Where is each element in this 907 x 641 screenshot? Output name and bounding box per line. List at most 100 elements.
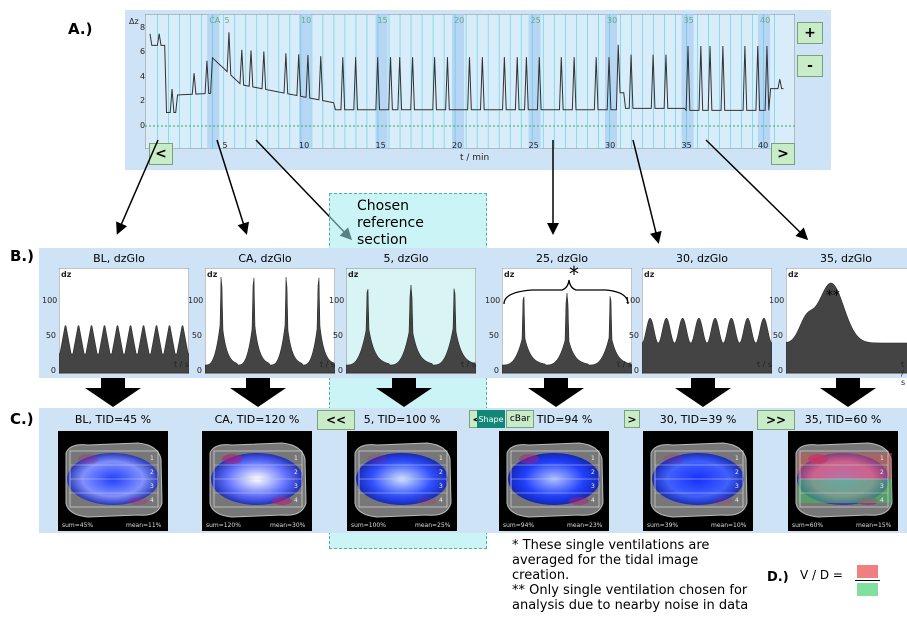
- section-waveform: [59, 325, 189, 374]
- zoom-in-button[interactable]: +: [797, 22, 823, 44]
- tidal-image-title: BL, TID=45 %: [74, 413, 152, 426]
- section-y-tick: 100: [769, 296, 785, 305]
- section-waveform: [642, 317, 772, 374]
- section-y-tick: 50: [191, 331, 202, 340]
- tidal-image[interactable]: 1 2 3 4 sum=100% mean=25%: [347, 431, 457, 531]
- tidal-image-sum: sum=100%: [351, 522, 386, 529]
- section-x-unit: t / s: [320, 360, 336, 369]
- trend-section-number: 20: [454, 16, 465, 25]
- roi-label: 4: [294, 497, 298, 504]
- section-waveform: [786, 282, 907, 374]
- section-dz-label: dz: [504, 270, 515, 279]
- section-plot: [346, 268, 476, 374]
- note-single: ** Only single ventilation chosen for an…: [512, 583, 749, 613]
- tidal-image-sum: sum=120%: [206, 522, 241, 529]
- next-section-button[interactable]: >>: [757, 410, 795, 430]
- section-x-unit: t / s: [174, 360, 190, 369]
- section-y-tick: 50: [628, 331, 639, 340]
- trend-x-tick: 35: [681, 141, 692, 150]
- section-dz-label: dz: [61, 270, 72, 279]
- tidal-image-mean: mean=25%: [415, 522, 451, 529]
- roi-label: 3: [294, 483, 298, 490]
- trend-section-number: 15: [377, 16, 388, 25]
- ventilation-color-swatch: [857, 565, 878, 578]
- section-title: 25, dzGlo: [535, 252, 589, 265]
- tidal-image-sum: sum=39%: [647, 522, 679, 529]
- tidal-image[interactable]: 1 2 3 4 sum=60% mean=15%: [788, 431, 898, 531]
- tidal-image-mean: mean=15%: [856, 522, 892, 529]
- roi-label: 1: [591, 455, 595, 462]
- note-averaged: * These single ventilations are averaged…: [512, 538, 710, 583]
- zoom-out-button[interactable]: -: [797, 55, 823, 77]
- prev-section-button[interactable]: <<: [317, 410, 355, 430]
- down-arrow-shape: [528, 378, 584, 407]
- tidal-image[interactable]: 1 2 3 4 sum=94% mean=23%: [499, 431, 609, 531]
- scroll-right-button[interactable]: >: [771, 143, 795, 165]
- trend-x-tick: 15: [375, 141, 386, 150]
- tidal-image-canvas: [209, 442, 307, 518]
- down-arrow: [528, 378, 584, 407]
- trend-y-tick: 2: [140, 96, 146, 106]
- roi-label: 1: [150, 455, 154, 462]
- tidal-image-canvas: [506, 442, 604, 518]
- averaging-brace: [503, 279, 629, 305]
- roi-label: 4: [150, 497, 154, 504]
- trend-plot: [145, 14, 795, 149]
- roi-label: 3: [150, 483, 154, 490]
- roi-label: 4: [735, 497, 739, 504]
- roi-label: 4: [439, 497, 443, 504]
- section-title: BL, dzGlo: [93, 252, 145, 265]
- shape-button[interactable]: Shape: [477, 410, 505, 428]
- section-x-unit: t / s: [901, 360, 906, 387]
- section-plot: [205, 268, 335, 374]
- tidal-image[interactable]: 1 2 3 4 sum=45% mean=11%: [58, 431, 168, 531]
- section-title: CA, dzGlo: [238, 252, 292, 265]
- roi-label: 1: [880, 455, 884, 462]
- down-arrow: [85, 378, 141, 407]
- section-y-tick: 50: [772, 331, 783, 340]
- down-arrow-shape: [820, 378, 876, 407]
- roi-label: 3: [591, 483, 595, 490]
- down-arrow: [675, 378, 731, 407]
- tidal-image-sum: sum=94%: [503, 522, 535, 529]
- section-title: 5, dzGlo: [383, 252, 429, 265]
- trend-x-tick: 30: [605, 141, 616, 150]
- section-y-tick: 0: [50, 366, 56, 375]
- section-y-tick: 100: [42, 296, 58, 305]
- panel-label-d: D.): [767, 570, 789, 585]
- down-arrow: [230, 378, 286, 407]
- down-arrow: [820, 378, 876, 407]
- section-y-tick: 100: [329, 296, 345, 305]
- roi-label: 2: [150, 469, 154, 476]
- trend-section-number: 5: [224, 16, 230, 25]
- trend-section-number: 25: [530, 16, 541, 25]
- down-arrow: [376, 378, 432, 407]
- trend-section-band: [528, 14, 541, 149]
- section-plot: [59, 268, 189, 374]
- section-x-unit: t / s: [617, 360, 633, 369]
- trend-y-label: Δz: [129, 17, 139, 26]
- down-arrow-shape: [230, 378, 286, 407]
- averaging-brace-path: [503, 279, 629, 305]
- section-dz-label: dz: [644, 270, 655, 279]
- tidal-image-mean: mean=10%: [711, 522, 747, 529]
- trend-y-tick: 8: [140, 22, 146, 32]
- roi-label: 3: [880, 483, 884, 490]
- down-arrow-shape: [85, 378, 141, 407]
- tidal-image[interactable]: 1 2 3 4 sum=39% mean=10%: [643, 431, 753, 531]
- roi-label: 3: [735, 483, 739, 490]
- scroll-left-button[interactable]: <: [149, 143, 173, 165]
- roi-label: 2: [591, 469, 595, 476]
- roi-label: 4: [880, 497, 884, 504]
- section-y-tick: 0: [196, 366, 202, 375]
- forward-button[interactable]: >: [624, 410, 640, 428]
- tidal-image[interactable]: 1 2 3 4 sum=120% mean=30%: [202, 431, 312, 531]
- section-y-tick: 0: [777, 366, 783, 375]
- trend-y-tick: 4: [140, 71, 146, 81]
- roi-label: 1: [294, 455, 298, 462]
- section-plot: [502, 268, 632, 374]
- cbar-button[interactable]: cBar: [506, 410, 534, 428]
- tidal-image-mean: mean=11%: [126, 522, 162, 529]
- section-y-tick: 50: [45, 331, 56, 340]
- panel-label-c: C.): [10, 410, 34, 428]
